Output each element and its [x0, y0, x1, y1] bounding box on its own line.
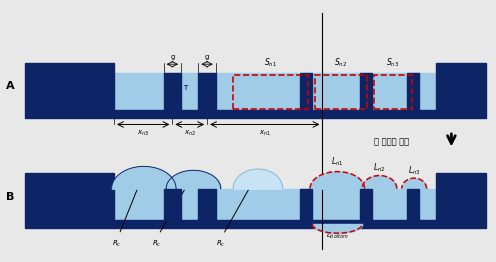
Bar	[300, 73, 312, 110]
Text: $L_{bottom}$: $L_{bottom}$	[326, 231, 349, 241]
Bar	[300, 189, 312, 220]
Text: 열 재흐름 공정: 열 재흐름 공정	[374, 137, 410, 146]
Bar	[25, 220, 486, 228]
Text: $x_{n3}$: $x_{n3}$	[137, 128, 149, 138]
Text: g: g	[205, 54, 209, 60]
Text: $x_{n1}$: $x_{n1}$	[259, 128, 271, 138]
Bar	[374, 75, 412, 109]
Text: A: A	[5, 81, 14, 91]
Text: $L_{n1}$: $L_{n1}$	[331, 155, 344, 168]
Text: $x_{n2}$: $x_{n2}$	[184, 128, 196, 138]
Text: $L_{n2}$: $L_{n2}$	[373, 162, 386, 174]
Bar	[407, 189, 419, 220]
Text: $S_{n2}$: $S_{n2}$	[334, 57, 348, 69]
Bar	[25, 173, 114, 220]
Text: $R_c$: $R_c$	[151, 238, 161, 249]
Text: $S_{n3}$: $S_{n3}$	[386, 57, 400, 69]
Bar	[436, 63, 486, 110]
Bar	[114, 73, 436, 110]
Text: $R_c$: $R_c$	[112, 238, 122, 249]
Text: $S_{n1}$: $S_{n1}$	[264, 57, 277, 69]
Text: $L_{n3}$: $L_{n3}$	[408, 164, 421, 177]
Bar	[164, 189, 181, 220]
Bar	[198, 189, 216, 220]
Bar	[436, 173, 486, 220]
Bar	[198, 73, 216, 110]
Text: T: T	[184, 85, 188, 91]
Bar	[233, 75, 308, 109]
Bar	[164, 73, 181, 110]
Bar	[114, 189, 436, 220]
Bar	[315, 75, 367, 109]
Bar	[407, 73, 419, 110]
Bar	[25, 110, 486, 118]
Bar	[360, 189, 372, 220]
Text: g: g	[170, 54, 175, 60]
Text: $R_c$: $R_c$	[216, 238, 226, 249]
Text: B: B	[6, 192, 14, 201]
Bar	[25, 63, 114, 110]
Bar	[360, 73, 372, 110]
